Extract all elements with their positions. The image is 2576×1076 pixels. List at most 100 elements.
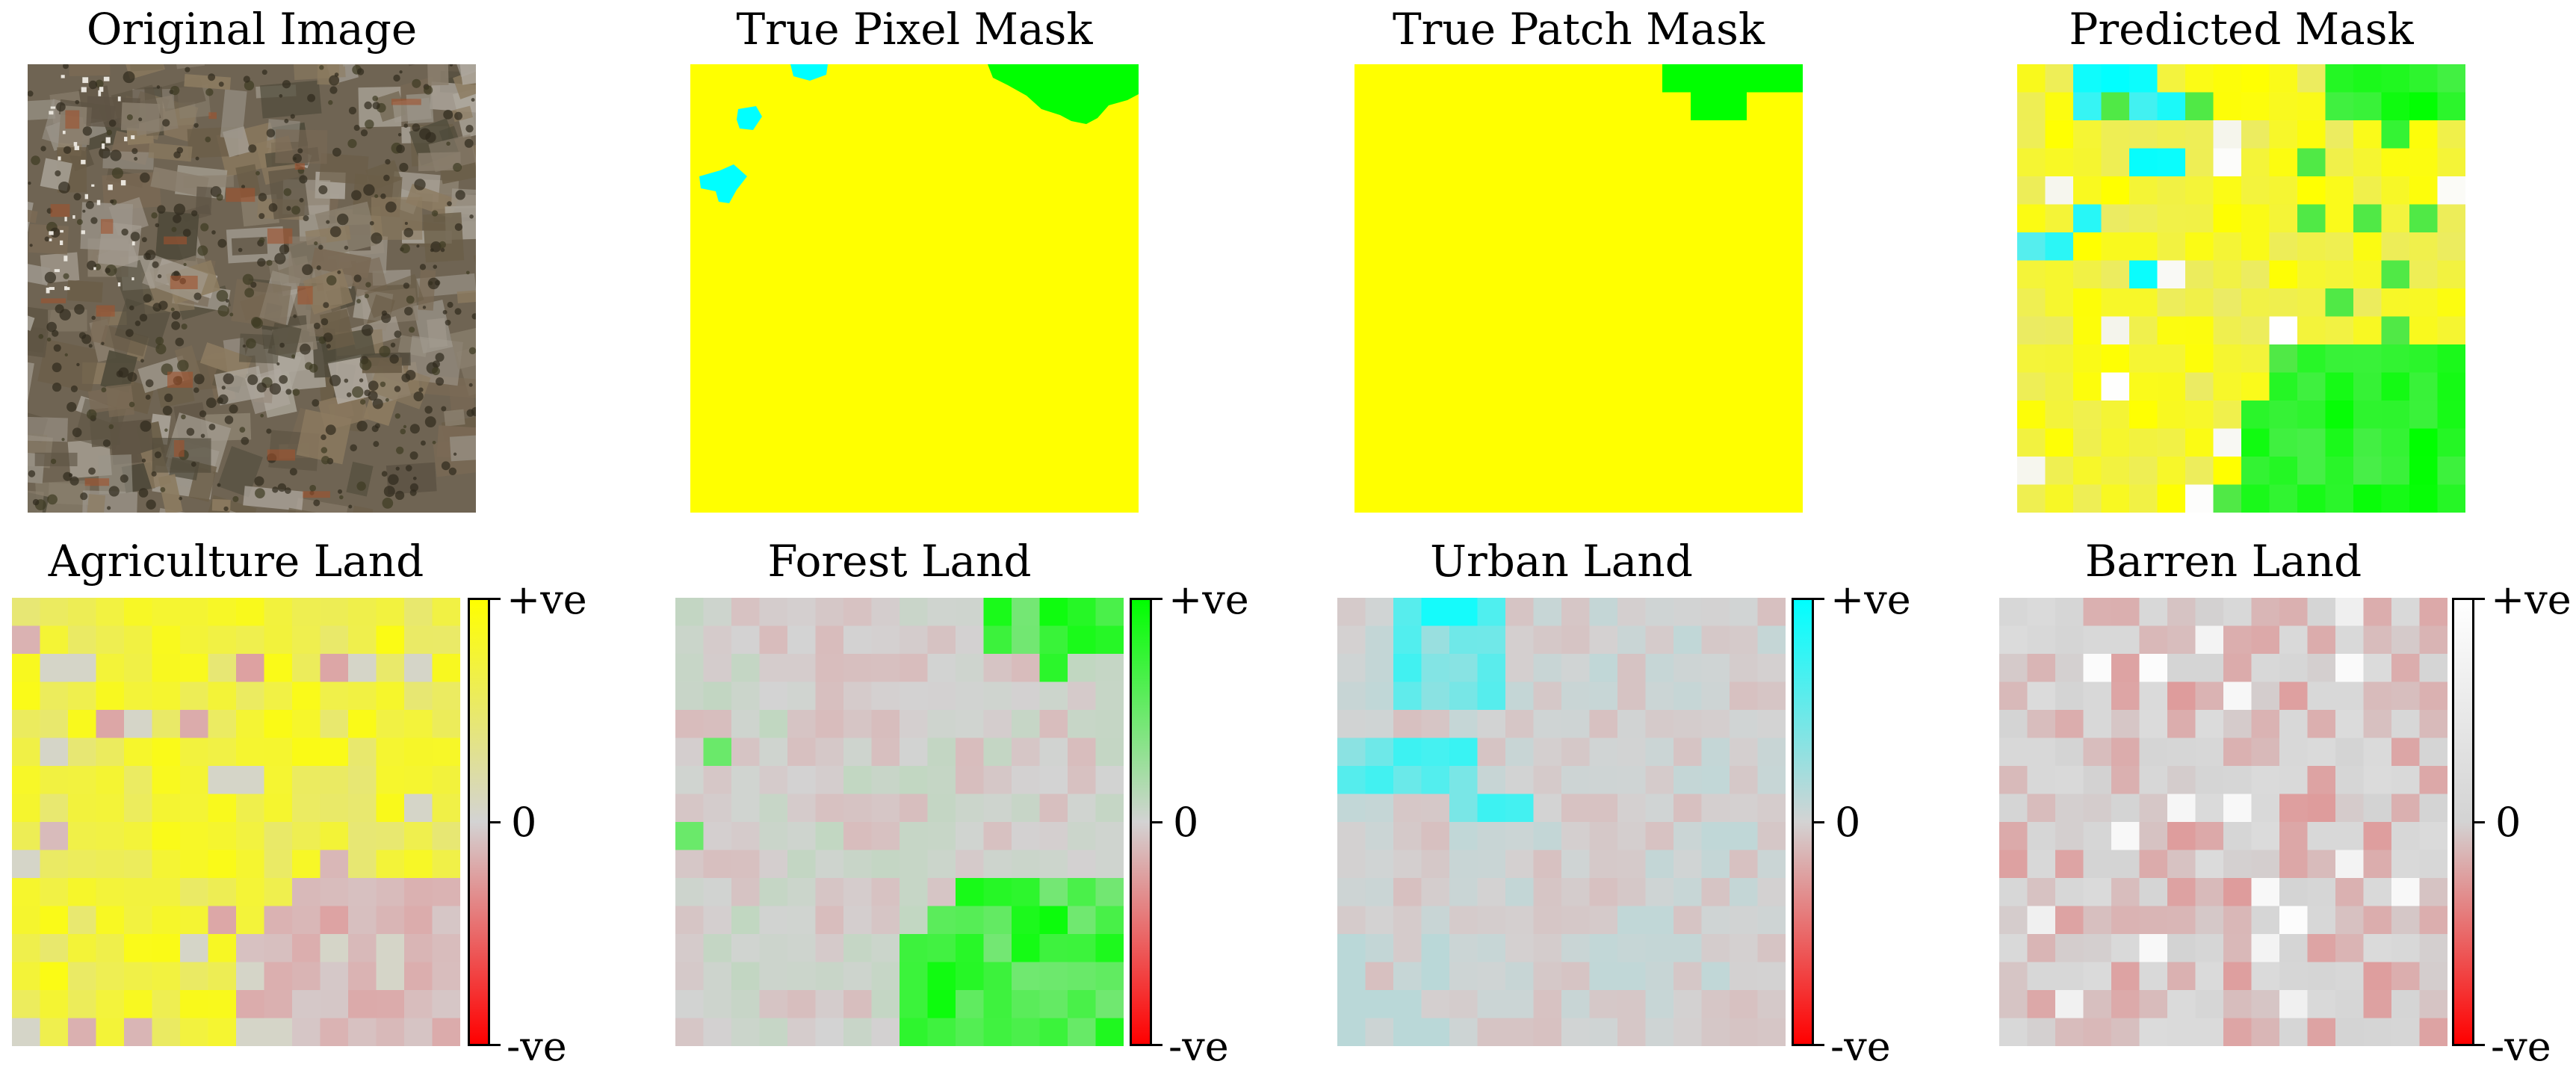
barren-tick-mid — [2474, 821, 2485, 823]
predicted-cell — [2381, 344, 2410, 374]
forest-heatmap-cell — [815, 962, 844, 991]
barren-heatmap-cell — [2195, 1018, 2224, 1046]
agriculture-heatmap-cell — [180, 598, 209, 627]
urban-heatmap-cell — [1617, 654, 1647, 683]
urban-heatmap-cell — [1365, 625, 1394, 655]
forest-heatmap-cell — [787, 850, 817, 879]
barren-heatmap-cell — [2223, 625, 2253, 655]
urban-heatmap-cell — [1730, 681, 1759, 711]
urban-heatmap-cell — [1645, 681, 1674, 711]
agriculture-heatmap-cell — [264, 962, 293, 991]
predicted-cell — [2213, 344, 2242, 374]
urban-heatmap-cell — [1701, 934, 1730, 963]
predicted-cell — [2353, 401, 2383, 430]
agriculture-heatmap-cell — [432, 681, 460, 711]
forest-heatmap-cell — [703, 681, 732, 711]
forest-heatmap-cell — [956, 1018, 985, 1046]
predicted-cell — [2073, 428, 2102, 457]
forest-heatmap-cell — [1012, 878, 1041, 907]
pixel-mask-urban-region-1 — [790, 64, 828, 81]
forest-heatmap-cell — [983, 990, 1012, 1019]
forest-heatmap-cell — [675, 681, 705, 711]
agriculture-heatmap-cell — [180, 681, 209, 711]
urban-heatmap-cell — [1757, 1018, 1786, 1046]
agriculture-heatmap-cell — [96, 934, 125, 963]
urban-heatmap-cell — [1449, 850, 1479, 879]
urban-heatmap-cell — [1533, 598, 1562, 627]
forest-heatmap-cell — [1068, 766, 1097, 795]
agriculture-heatmap-cell — [348, 598, 377, 627]
barren-heatmap-cell — [2335, 625, 2365, 655]
barren-heatmap-cell — [2223, 1018, 2253, 1046]
barren-heatmap-cell — [1999, 654, 2028, 683]
predicted-cell — [2325, 457, 2354, 486]
predicted-cell — [2241, 484, 2270, 513]
barren-heatmap-cell — [2223, 738, 2253, 767]
urban-heatmap-cell — [1757, 990, 1786, 1019]
urban-heatmap-cell — [1589, 738, 1618, 767]
urban-heatmap-cell — [1393, 906, 1422, 935]
forest-heatmap-cell — [703, 962, 732, 991]
predicted-cell — [2073, 92, 2102, 121]
agriculture-heatmap-cell — [40, 625, 69, 655]
predicted-cell — [2101, 316, 2130, 345]
predicted-cell — [2213, 428, 2242, 457]
agriculture-heatmap-cell — [404, 710, 433, 739]
barren-heatmap-cell — [2391, 822, 2421, 851]
agriculture-heatmap-cell — [404, 766, 433, 795]
predicted-cell — [2101, 176, 2130, 205]
urban-heatmap-cell — [1505, 625, 1535, 655]
agriculture-heatmap-cell — [208, 738, 237, 767]
barren-heatmap-cell — [2055, 990, 2084, 1019]
predicted-cell — [2101, 64, 2130, 93]
predicted-cell — [2101, 204, 2130, 233]
predicted-cell — [2129, 372, 2158, 401]
barren-heatmap-cell — [2279, 1018, 2309, 1046]
agriculture-heatmap-cell — [40, 906, 69, 935]
urban-heatmap-cell — [1730, 934, 1759, 963]
forest-heatmap-cell — [1068, 710, 1097, 739]
forest-heatmap-cell — [871, 794, 900, 823]
barren-heatmap-cell — [2139, 906, 2168, 935]
barren-heatmap-cell — [2195, 710, 2224, 739]
urban-heatmap-cell — [1365, 681, 1394, 711]
urban-heatmap-cell — [1505, 710, 1535, 739]
forest-heatmap-cell — [956, 794, 985, 823]
agriculture-heatmap-cell — [180, 654, 209, 683]
agriculture-heatmap-cell — [236, 794, 265, 823]
agriculture-heatmap-cell — [236, 850, 265, 879]
forest-heatmap-cell — [1068, 934, 1097, 963]
predicted-cell — [2437, 288, 2465, 318]
agriculture-heatmap-cell — [264, 710, 293, 739]
forest-heatmap-cell — [1039, 1018, 1068, 1046]
agriculture-heatmap-cell — [68, 934, 97, 963]
urban-colorbar — [1792, 598, 1814, 1046]
predicted-cell — [2409, 428, 2439, 457]
predicted-cell — [2017, 457, 2046, 486]
barren-heatmap-cell — [2111, 990, 2140, 1019]
pixel-mask-urban-region-3 — [699, 164, 747, 203]
forest-heatmap-cell — [927, 878, 956, 907]
predicted-cell — [2325, 120, 2354, 149]
forest-heatmap-cell — [815, 654, 844, 683]
urban-heatmap-cell — [1421, 681, 1450, 711]
urban-heatmap-cell — [1421, 934, 1450, 963]
forest-heatmap-cell — [675, 822, 705, 851]
urban-heatmap-cell — [1589, 990, 1618, 1019]
urban-heatmap-cell — [1449, 906, 1479, 935]
urban-heatmap-cell — [1757, 822, 1786, 851]
forest-heatmap-cell — [956, 598, 985, 627]
barren-heatmap-cell — [2251, 962, 2280, 991]
forest-heatmap-cell — [703, 625, 732, 655]
agriculture-heatmap-cell — [432, 654, 460, 683]
barren-heatmap-cell — [2027, 794, 2056, 823]
agriculture-heatmap-cell — [264, 625, 293, 655]
forest-label-positive: +ve — [1168, 576, 1249, 623]
predicted-cell — [2185, 232, 2214, 262]
urban-heatmap-cell — [1477, 850, 1506, 879]
urban-heatmap-cell — [1561, 962, 1591, 991]
forest-heatmap-cell — [900, 681, 929, 711]
urban-heatmap-cell — [1337, 822, 1366, 851]
agriculture-heatmap-cell — [152, 738, 181, 767]
barren-heatmap-cell — [2111, 738, 2140, 767]
